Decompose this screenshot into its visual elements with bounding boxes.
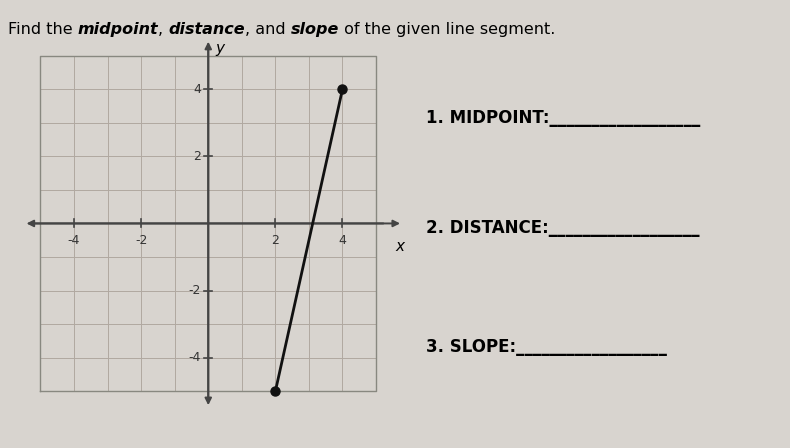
Text: 2. DISTANCE:__________________: 2. DISTANCE:__________________ <box>426 220 699 237</box>
Text: , and: , and <box>245 22 291 37</box>
Text: of the given line segment.: of the given line segment. <box>339 22 555 37</box>
Text: distance: distance <box>168 22 245 37</box>
Text: y: y <box>216 41 224 56</box>
Text: 3. SLOPE:__________________: 3. SLOPE:__________________ <box>426 338 667 356</box>
Text: 2: 2 <box>272 233 280 246</box>
Text: 1. MIDPOINT:__________________: 1. MIDPOINT:__________________ <box>426 109 700 127</box>
Text: 4: 4 <box>193 83 201 96</box>
Text: -4: -4 <box>189 351 201 364</box>
Text: -2: -2 <box>189 284 201 297</box>
Text: -2: -2 <box>135 233 148 246</box>
Text: 2: 2 <box>193 150 201 163</box>
Text: 4: 4 <box>339 233 347 246</box>
Text: Find the: Find the <box>8 22 77 37</box>
Text: -4: -4 <box>68 233 81 246</box>
Text: midpoint: midpoint <box>77 22 158 37</box>
Text: slope: slope <box>291 22 339 37</box>
Text: ,: , <box>158 22 168 37</box>
Text: x: x <box>395 238 404 254</box>
